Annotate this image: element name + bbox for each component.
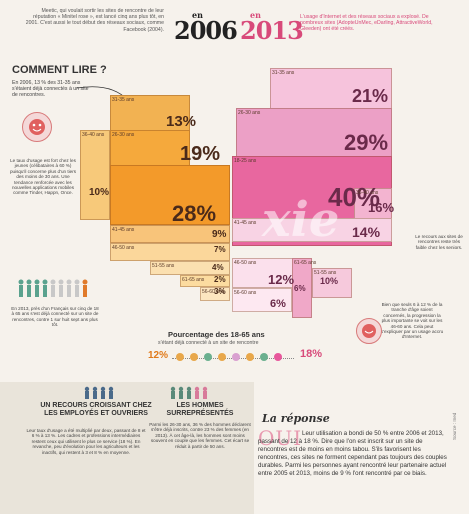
chart2006-bar-7 xyxy=(180,275,230,287)
men-title: LES HOMMES SURREPRÉSENTÉS xyxy=(166,402,234,417)
year-2006-en: en xyxy=(192,10,203,20)
how-to-read-title: COMMENT LIRE ? xyxy=(12,64,107,76)
chart-2006: 31-35 ans 13% 36-40 ans 10% 26-30 ans 19% 28% 4… xyxy=(80,95,240,305)
employees-title: UN RECOURS CROISSANT CHEZ LES EMPLOYÉS E… xyxy=(40,402,152,417)
chart2006-age-label-4: 41-45 ans xyxy=(112,227,135,233)
chart2013-pct-label-0: 21% xyxy=(352,86,389,106)
chart2013-pct-label-6: 10% xyxy=(320,276,339,286)
year-2013-label: 2013 xyxy=(240,16,304,45)
watermark: xie xyxy=(262,192,340,248)
chart2006-pct-label-7: 2% xyxy=(214,275,226,284)
chart2006-pct-label-3: 28% xyxy=(172,201,217,226)
how-to-read-text: En 2006, 13 % des 31-35 ans s'étaient dé… xyxy=(12,80,89,99)
workers-icon xyxy=(84,386,114,399)
sidebar-text: Source : Ined xyxy=(452,412,457,440)
chart2013-age-label-0: 31-35 ans xyxy=(272,70,295,76)
chart2006-age-label-1: 36-40 ans xyxy=(82,132,105,138)
chart2013-bar-8 xyxy=(292,258,312,318)
year-2006-label: 2006 xyxy=(174,16,238,45)
chart2013-bar-6 xyxy=(312,268,352,298)
pct-from: 12% xyxy=(148,350,169,361)
intro-2013-text: L'usage d'Internet et des réseaux sociau… xyxy=(300,14,433,33)
people-group-icon xyxy=(16,278,94,300)
chart2013-age-label-4: 41-45 ans xyxy=(234,220,257,226)
year-2006-badge: en 2006 xyxy=(172,10,238,45)
chart2006-bar-1 xyxy=(80,130,110,220)
couple-icon xyxy=(356,318,382,344)
chart2006-bar-0 xyxy=(110,95,190,135)
intro-text: Meetic, qui voulait sortir les sites de … xyxy=(25,8,164,33)
chart2006-pct-label-0: 13% xyxy=(166,113,197,130)
over46-note-text: Bien que seuls 6 à 12 % de la tranche d'… xyxy=(380,302,444,340)
chart2013-bar-4 xyxy=(232,218,392,242)
chart2013-pct-label-2: 40% xyxy=(328,182,381,212)
chart2013-age-label-7: 56-60 ans xyxy=(234,290,257,296)
chart2013-pct-label-5: 12% xyxy=(268,272,295,287)
chart2006-bar-5 xyxy=(110,243,230,261)
year-2013-badge: en 2013 xyxy=(240,10,304,45)
chart2013-pct-label-3: 16% xyxy=(368,200,395,215)
chart2013-age-label-2: 18-25 ans xyxy=(234,158,257,164)
heart-smiley-icon xyxy=(22,112,52,142)
chart2006-bar-8 xyxy=(200,287,230,301)
young-note-text: Le taux d'usage est fort chez les jeunes… xyxy=(9,158,77,196)
chart2006-age-label-5: 46-50 ans xyxy=(112,245,135,251)
chart2006-age-label-2: 26-30 ans xyxy=(112,132,135,138)
pct-to: 18% xyxy=(300,348,323,360)
chart2013-age-label-5: 46-50 ans xyxy=(234,260,257,266)
year-2013-en: en xyxy=(250,10,261,20)
answer-oui: OUI xyxy=(258,426,303,450)
chart2006-pct-label-8: 3% xyxy=(214,287,226,296)
chart2006-pct-label-6: 4% xyxy=(212,263,224,272)
chart2013-age-label-3: 36-40 ans xyxy=(356,190,379,196)
chart2006-age-label-7: 61-65 ans xyxy=(182,277,205,283)
seniors-note-text: Le recours aux sites de rencontres reste… xyxy=(415,234,463,250)
chart2013-pct-label-8: 6% xyxy=(294,284,306,293)
chart2006-pct-label-2: 19% xyxy=(180,143,221,165)
chart2013-pct-label-1: 29% xyxy=(344,130,389,155)
chart2006-bar-4 xyxy=(110,225,230,243)
chart2006-age-label-6: 51-55 ans xyxy=(152,263,175,269)
chart2013-pct-label-7: 6% xyxy=(270,298,286,310)
hearts-row-icon xyxy=(176,353,282,361)
employees-text: Leur taux d'usage a été multiplié par de… xyxy=(26,428,146,455)
chart2006-pct-label-4: 9% xyxy=(212,229,227,240)
chart2006-bar-3 xyxy=(110,165,230,225)
answer-text: Leur utilisation a bondi de 50 % entre 2… xyxy=(258,430,447,477)
chart2006-bar-6 xyxy=(150,261,230,275)
chart2013-age-label-1: 26-30 ans xyxy=(238,110,261,116)
chart-2013: 31-35 ans 21% 26-30 ans 29% 18-25 ans 40% 36-4… xyxy=(232,58,395,318)
chart2006-age-label-8: 56-60 ans xyxy=(202,289,225,295)
chart2006-pct-label-1: 10% xyxy=(89,187,110,198)
chart2006-age-label-0: 31-35 ans xyxy=(112,97,135,103)
chart2013-age-label-8: 61-65 ans xyxy=(294,260,317,266)
chart2013-age-label-6: 51-55 ans xyxy=(314,270,337,276)
bottom-left-panel xyxy=(0,382,254,514)
men-text: Parmi les 26-30 ans, 36 % des hommes déc… xyxy=(149,422,251,449)
answer-title: La réponse xyxy=(262,412,330,425)
chart2013-bar-7 xyxy=(232,288,292,312)
france-note-text: En 2013, près d'un Français sur cinq de … xyxy=(11,306,99,328)
chart2006-pct-label-5: 7% xyxy=(214,245,226,254)
pct-summary-title: Pourcentage des 18-65 ans xyxy=(168,330,265,339)
pct-summary-subtitle: s'étant déjà connecté à un site de renco… xyxy=(158,340,259,346)
chart2013-pct-label-4: 14% xyxy=(352,224,381,240)
men-icon xyxy=(170,386,208,399)
